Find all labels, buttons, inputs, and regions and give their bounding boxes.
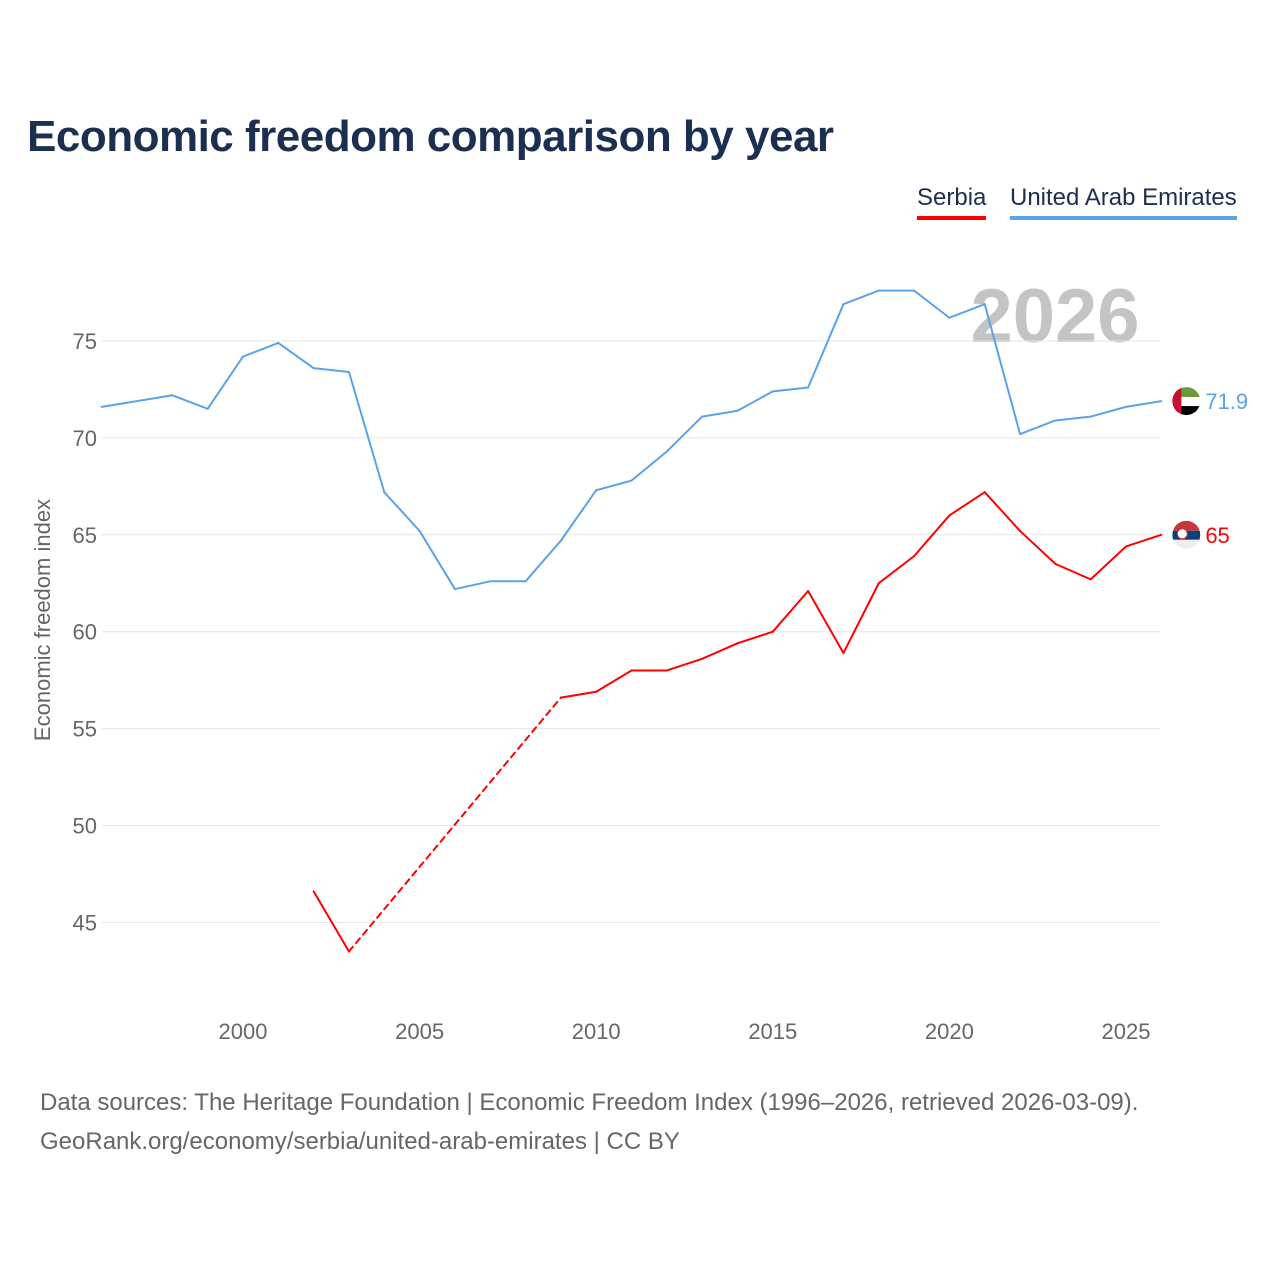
series-segment-serbia <box>983 491 1022 532</box>
series-segment-serbia <box>312 890 350 953</box>
y-tick-label: 55 <box>73 717 97 742</box>
series-segment-serbia <box>877 555 916 585</box>
series-segment-serbia <box>1125 533 1163 548</box>
source-line: Data sources: The Heritage Foundation | … <box>40 1089 1139 1116</box>
series-segment-uae <box>630 450 668 482</box>
series-segment-uae <box>242 341 280 358</box>
series-segment-serbia <box>807 590 845 655</box>
y-tick-label: 65 <box>73 523 97 548</box>
watermark-year: 2026 <box>970 274 1139 359</box>
x-tick-label: 2010 <box>572 1019 621 1044</box>
series-segment-uae <box>1054 415 1092 422</box>
x-tick-label: 2020 <box>925 1019 974 1044</box>
end-value-label: 65 <box>1205 523 1229 548</box>
chart-title: Economic freedom comparison by year <box>27 112 834 161</box>
series-segment-uae <box>1019 419 1057 436</box>
series-segment-uae <box>312 367 350 374</box>
series-segment-uae <box>206 355 244 410</box>
series-segment-serbia <box>347 696 562 953</box>
series-segment-uae <box>913 289 951 319</box>
series-segment-uae <box>559 489 598 542</box>
uae-flag-icon <box>1172 387 1201 416</box>
series-segment-serbia <box>1054 562 1092 581</box>
series-segment-uae <box>595 479 633 492</box>
series-segment-uae <box>1125 400 1163 408</box>
y-axis-label: Economic freedom index <box>30 499 55 741</box>
y-tick-label: 50 <box>73 814 97 839</box>
series-segment-uae <box>277 341 315 370</box>
series-segment-serbia <box>1019 529 1057 565</box>
x-tick-label: 2015 <box>748 1019 797 1044</box>
y-tick-label: 45 <box>73 910 97 935</box>
series-segment-uae <box>171 394 209 410</box>
series-segment-uae <box>736 390 774 412</box>
series-segment-serbia <box>736 630 774 645</box>
series-segment-uae <box>100 394 174 408</box>
series-segment-uae <box>701 409 739 418</box>
series-segment-uae <box>983 303 1022 436</box>
series-segment-uae <box>807 303 845 389</box>
series-segment-uae <box>1089 405 1127 418</box>
source-url[interactable]: GeoRank.org/economy/serbia/united-arab-e… <box>40 1128 680 1155</box>
series-segment-serbia <box>1089 545 1127 581</box>
serbia-flag-icon <box>1172 520 1201 549</box>
series-segment-uae <box>665 415 704 453</box>
series-segment-uae <box>842 289 880 306</box>
end-value-label: 71.9 <box>1205 389 1248 414</box>
y-tick-label: 70 <box>73 426 97 451</box>
series-segment-uae <box>418 529 456 591</box>
series-segment-serbia <box>595 669 633 693</box>
series-segment-serbia <box>913 514 951 558</box>
y-tick-label: 75 <box>73 329 97 354</box>
series-segment-serbia <box>665 657 704 672</box>
series-segment-serbia <box>948 491 986 517</box>
series-segment-serbia <box>842 582 880 655</box>
series-segment-uae <box>771 386 810 393</box>
series-segment-serbia <box>771 590 810 633</box>
legend-uae[interactable]: United Arab Emirates <box>1010 184 1237 220</box>
legend-serbia[interactable]: Serbia <box>917 184 987 220</box>
series-segment-uae <box>383 491 421 532</box>
series-segment-uae <box>347 371 386 494</box>
series-segment-serbia <box>701 642 739 660</box>
x-tick-label: 2000 <box>219 1019 268 1044</box>
series-segment-uae <box>453 580 492 591</box>
x-tick-label: 2005 <box>395 1019 444 1044</box>
series-segment-uae <box>948 303 986 319</box>
x-tick-label: 2025 <box>1102 1019 1151 1044</box>
series-segment-uae <box>524 539 562 583</box>
series-segment-serbia <box>559 690 598 699</box>
y-tick-label: 60 <box>73 620 97 645</box>
